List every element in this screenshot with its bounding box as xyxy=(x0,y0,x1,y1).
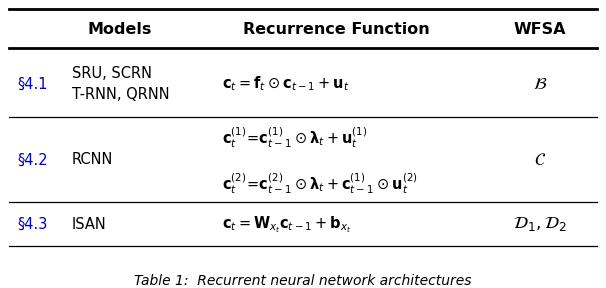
Text: §4.3: §4.3 xyxy=(18,217,48,232)
Text: $\mathcal{D}_1, \mathcal{D}_2$: $\mathcal{D}_1, \mathcal{D}_2$ xyxy=(513,215,567,233)
Text: §4.1: §4.1 xyxy=(18,76,48,92)
Text: RCNN: RCNN xyxy=(72,152,113,168)
Text: Table 1:  Recurrent neural network architectures: Table 1: Recurrent neural network archit… xyxy=(135,274,471,288)
Text: SRU, SCRN: SRU, SCRN xyxy=(72,66,152,81)
Text: Models: Models xyxy=(88,22,152,37)
Text: §4.2: §4.2 xyxy=(18,152,48,168)
Text: $\mathbf{c}_t = \mathbf{f}_t \odot \mathbf{c}_{t-1} + \mathbf{u}_t$: $\mathbf{c}_t = \mathbf{f}_t \odot \math… xyxy=(222,75,349,93)
Text: ISAN: ISAN xyxy=(72,217,107,232)
Text: $\mathbf{c}_t^{(1)}\!=\!\mathbf{c}_{t-1}^{(1)} \odot \boldsymbol{\lambda}_t + \m: $\mathbf{c}_t^{(1)}\!=\!\mathbf{c}_{t-1}… xyxy=(222,126,367,150)
Text: $\mathbf{c}_t = \mathbf{W}_{x_t}\mathbf{c}_{t-1} + \mathbf{b}_{x_t}$: $\mathbf{c}_t = \mathbf{W}_{x_t}\mathbf{… xyxy=(222,214,351,235)
Text: Recurrence Function: Recurrence Function xyxy=(242,22,430,37)
Text: T-RNN, QRNN: T-RNN, QRNN xyxy=(72,87,170,102)
Text: $\mathcal{B}$: $\mathcal{B}$ xyxy=(533,75,547,93)
Text: $\mathbf{c}_t^{(2)}\!=\!\mathbf{c}_{t-1}^{(2)} \odot \boldsymbol{\lambda}_t + \m: $\mathbf{c}_t^{(2)}\!=\!\mathbf{c}_{t-1}… xyxy=(222,171,418,196)
Text: WFSA: WFSA xyxy=(514,22,567,37)
Text: $\mathcal{C}$: $\mathcal{C}$ xyxy=(534,151,546,169)
